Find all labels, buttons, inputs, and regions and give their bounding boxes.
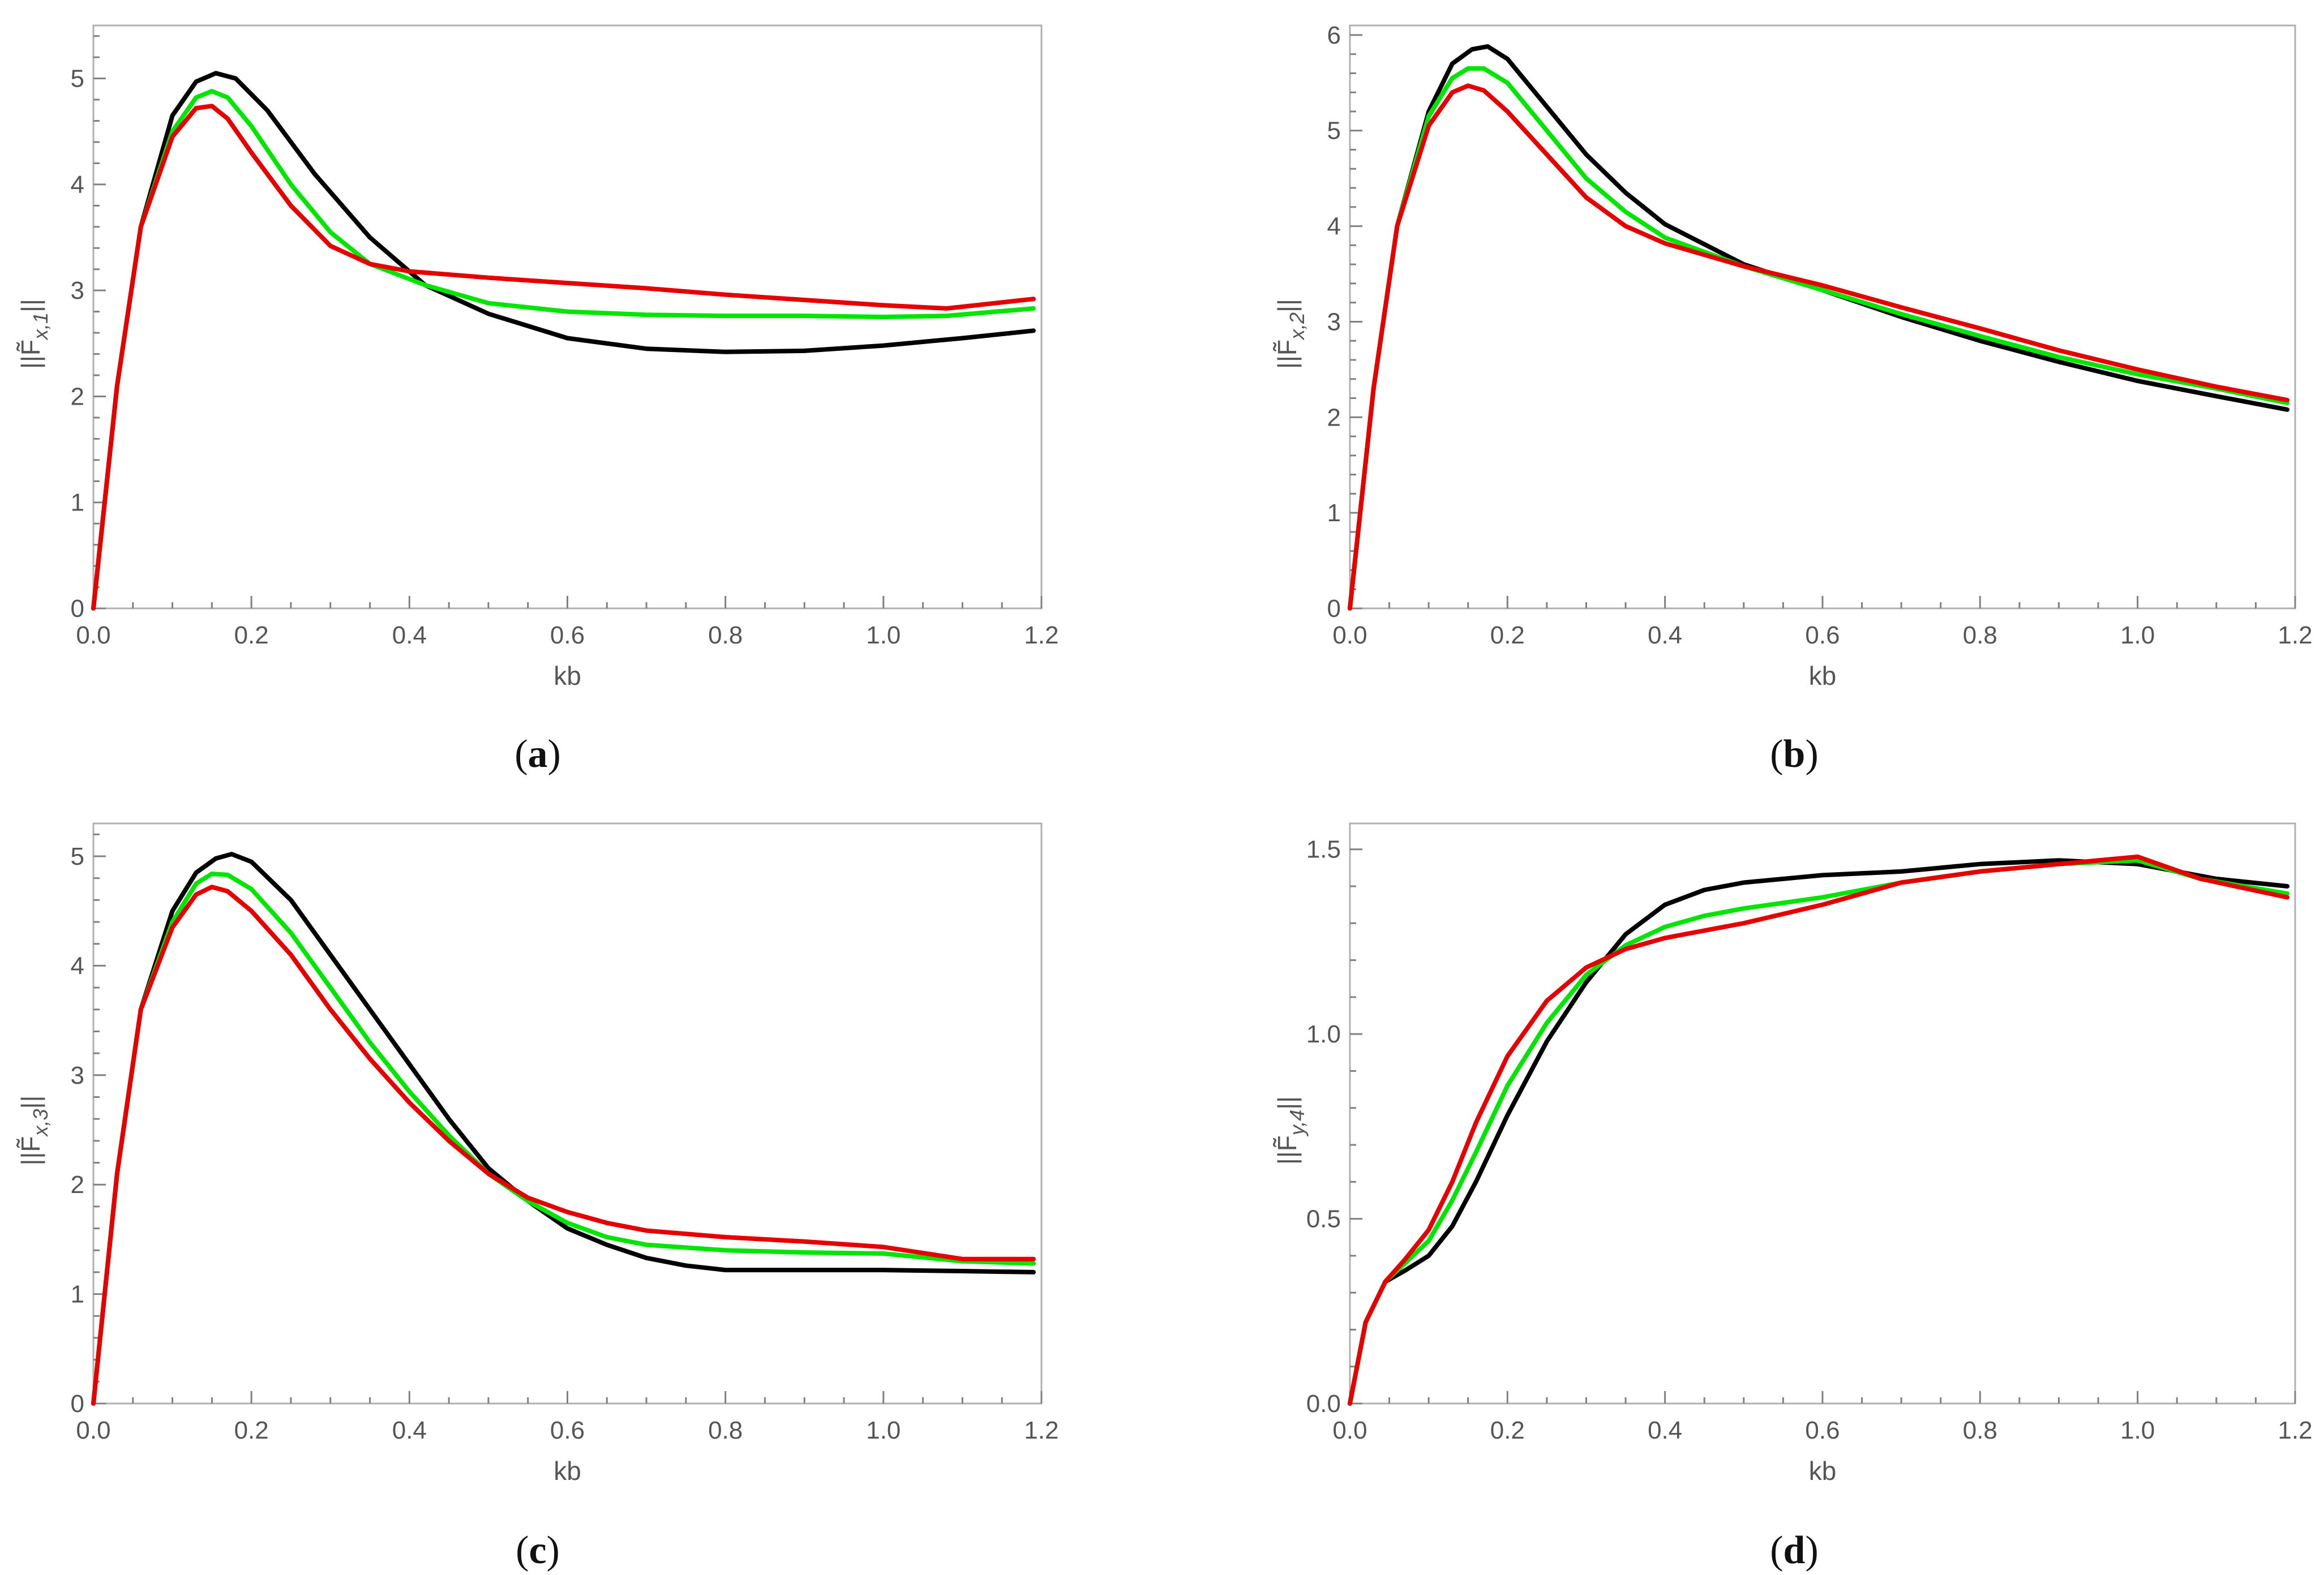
panel-caption: (c) bbox=[516, 1529, 560, 1572]
series-red-line bbox=[1348, 854, 2290, 1406]
y-tick-label: 4 bbox=[71, 952, 84, 980]
x-tick-label: 1.0 bbox=[2120, 621, 2155, 649]
x-axis-label: kb bbox=[1809, 661, 1837, 690]
series-black-line bbox=[1348, 44, 2290, 611]
panel-caption: (a) bbox=[514, 732, 561, 776]
x-tick-label: 0.4 bbox=[1648, 1417, 1682, 1444]
x-axis-label: kb bbox=[1809, 1456, 1837, 1486]
y-tick-label: 0 bbox=[71, 595, 84, 623]
x-tick-label: 0.6 bbox=[1805, 621, 1840, 649]
y-axis-label: ||F̃x,1|| bbox=[16, 299, 52, 369]
x-tick-label: 0.0 bbox=[1332, 621, 1367, 649]
x-tick-label: 0.8 bbox=[708, 621, 743, 649]
y-tick-label: 3 bbox=[71, 1062, 84, 1089]
y-tick-label: 1.0 bbox=[1306, 1020, 1341, 1048]
y-tick-label: 3 bbox=[1327, 308, 1341, 336]
panel-d: 0.0 0.2 0.4 0.6 0.8 1.0 1.2 0.0 0.5 1.0 1.5 kb ||F̃y… bbox=[1272, 822, 2313, 1572]
x-tick-label: 1.2 bbox=[1024, 1417, 1058, 1444]
plot-frame bbox=[1349, 24, 2296, 610]
y-tick-label: 2 bbox=[1327, 404, 1341, 431]
panel-c: 0.0 0.2 0.4 0.6 0.8 1.0 1.2 0 1 2 3 4 5 kb ||F̃x,3|| (c… bbox=[16, 822, 1059, 1572]
y-tick-label: 0.5 bbox=[1306, 1205, 1341, 1233]
x-tick-label: 0.8 bbox=[708, 1417, 743, 1444]
series-black-line bbox=[91, 852, 1036, 1406]
y-axis-label: ||F̃y,4|| bbox=[1272, 1096, 1309, 1165]
plot-frame bbox=[92, 822, 1043, 1405]
x-tick-label: 1.2 bbox=[2278, 621, 2312, 649]
series-red-line bbox=[91, 104, 1036, 611]
series-red-line bbox=[1348, 83, 2290, 611]
x-tick-label: 0.2 bbox=[1490, 621, 1525, 649]
x-axis-label: kb bbox=[554, 1456, 581, 1486]
panel-caption: (d) bbox=[1770, 1529, 1819, 1572]
y-tick-label: 2 bbox=[71, 1171, 84, 1199]
y-axis-label: ||F̃x,3|| bbox=[16, 1096, 52, 1166]
panel-a: 0.0 0.2 0.4 0.6 0.8 1.0 1.2 0 1 2 3 4 5 kb ||F̃x,1|| (a… bbox=[16, 24, 1059, 776]
y-tick-label: 4 bbox=[1327, 213, 1341, 241]
series-green-line bbox=[91, 89, 1036, 611]
x-tick-label: 1.2 bbox=[1024, 621, 1058, 649]
y-tick-label: 0 bbox=[1327, 595, 1341, 623]
y-tick-label: 2 bbox=[71, 383, 84, 410]
y-tick-label: 0.0 bbox=[1306, 1390, 1341, 1418]
x-tick-label: 0.8 bbox=[1963, 1417, 1997, 1444]
x-tick-label: 0.0 bbox=[76, 621, 110, 649]
x-tick-label: 0.8 bbox=[1963, 621, 1997, 649]
y-tick-label: 6 bbox=[1327, 22, 1341, 49]
plot-frame bbox=[1349, 822, 2296, 1405]
series-green-line bbox=[91, 872, 1036, 1406]
y-tick-label: 5 bbox=[1327, 117, 1341, 145]
panel-caption: (b) bbox=[1770, 732, 1819, 776]
x-tick-label: 1.0 bbox=[866, 621, 901, 649]
x-axis-label: kb bbox=[554, 661, 581, 690]
series-green-line bbox=[1348, 66, 2290, 611]
x-tick-label: 0.4 bbox=[392, 1417, 427, 1444]
y-tick-label: 5 bbox=[71, 65, 84, 93]
x-tick-label: 0.4 bbox=[1648, 621, 1682, 649]
y-tick-label: 0 bbox=[71, 1390, 84, 1418]
x-tick-label: 0.6 bbox=[1805, 1417, 1840, 1444]
y-tick-label: 4 bbox=[71, 171, 84, 199]
y-tick-label: 5 bbox=[71, 843, 84, 870]
y-tick-label: 3 bbox=[71, 277, 84, 304]
series-black-line bbox=[1348, 858, 2290, 1406]
x-tick-label: 0.2 bbox=[1490, 1417, 1525, 1444]
x-tick-label: 0.2 bbox=[234, 621, 269, 649]
y-tick-label: 1 bbox=[1327, 499, 1341, 527]
series-red-line bbox=[91, 885, 1036, 1406]
x-tick-label: 0.0 bbox=[1332, 1417, 1367, 1444]
series-black-line bbox=[91, 71, 1036, 611]
y-tick-label: 1.5 bbox=[1306, 836, 1341, 864]
x-tick-label: 0.4 bbox=[392, 621, 427, 649]
x-tick-label: 0.0 bbox=[76, 1417, 110, 1444]
series-green-line bbox=[1348, 858, 2290, 1406]
y-tick-label: 1 bbox=[71, 489, 84, 517]
x-tick-label: 1.0 bbox=[2120, 1417, 2155, 1444]
panel-b: 0.0 0.2 0.4 0.6 0.8 1.0 1.2 0 1 2 3 4 5 6 kb ||F̃x,2|| (… bbox=[1272, 22, 2313, 776]
x-tick-label: 1.2 bbox=[2278, 1417, 2312, 1444]
y-tick-label: 1 bbox=[71, 1281, 84, 1308]
x-tick-label: 0.6 bbox=[550, 621, 585, 649]
y-axis-label: ||F̃x,2|| bbox=[1272, 299, 1309, 369]
x-tick-label: 1.0 bbox=[866, 1417, 901, 1444]
x-tick-label: 0.6 bbox=[550, 1417, 585, 1444]
x-tick-label: 0.2 bbox=[234, 1417, 269, 1444]
